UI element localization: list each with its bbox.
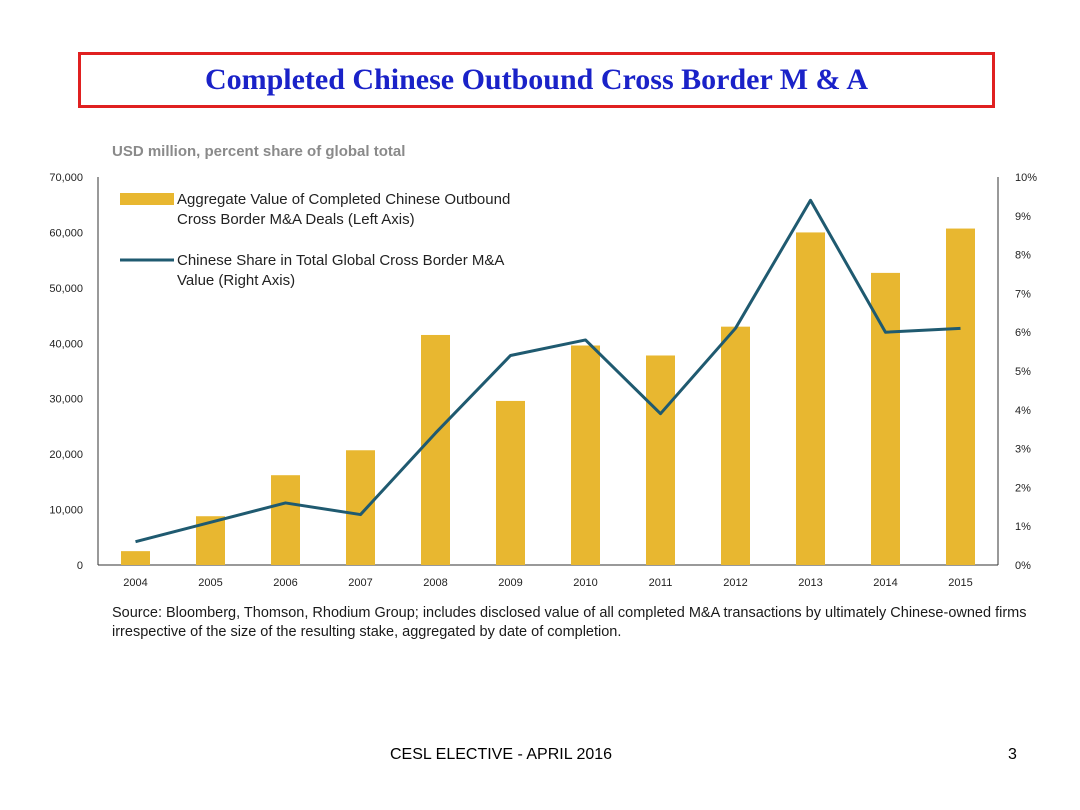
right-tick-label: 9% [1015, 211, 1031, 223]
bar [121, 551, 150, 565]
left-tick-label: 30,000 [49, 394, 83, 406]
x-tick-label: 2011 [649, 577, 673, 589]
legend-bar-label-line2: Cross Border M&A Deals (Left Axis) [177, 211, 415, 228]
right-tick-label: 3% [1015, 444, 1031, 456]
left-tick-label: 50,000 [49, 283, 83, 295]
x-tick-label: 2012 [723, 577, 747, 589]
legend-bar-label-line1: Aggregate Value of Completed Chinese Out… [177, 191, 510, 208]
chart: 0 10,000 20,000 30,000 40,000 50,000 60,000 70,… [49, 172, 1037, 589]
right-tick-label: 5% [1015, 366, 1031, 378]
bar [571, 345, 600, 565]
bar [721, 326, 750, 565]
right-tick-label: 8% [1015, 250, 1031, 262]
bar [421, 334, 450, 565]
legend-line-label-line2: Value (Right Axis) [177, 272, 295, 289]
right-tick-label: 1% [1015, 521, 1031, 533]
x-tick-label: 2006 [273, 577, 297, 589]
footer-text: CESL ELECTIVE - APRIL 2016 [390, 746, 613, 763]
title-box: Completed Chinese Outbound Cross Border … [78, 52, 995, 108]
page-number: 3 [1008, 746, 1017, 763]
left-tick-label: 0 [77, 560, 83, 572]
right-tick-label: 10% [1015, 172, 1037, 184]
left-tick-label: 10,000 [49, 505, 83, 517]
bar [796, 232, 825, 565]
bar [496, 400, 525, 565]
left-tick-label: 40,000 [49, 338, 83, 350]
x-tick-label: 2015 [948, 577, 972, 589]
x-tick-label: 2007 [348, 577, 372, 589]
x-tick-label: 2013 [798, 577, 822, 589]
slide-title: Completed Chinese Outbound Cross Border … [204, 63, 869, 96]
left-tick-label: 20,000 [49, 449, 83, 461]
bar [946, 228, 975, 565]
x-tick-label: 2004 [123, 577, 147, 589]
x-tick-label: 2010 [573, 577, 597, 589]
left-tick-label: 60,000 [49, 227, 83, 239]
bar [346, 450, 375, 565]
right-tick-label: 2% [1015, 482, 1031, 494]
right-tick-label: 0% [1015, 560, 1031, 572]
left-tick-label: 70,000 [49, 172, 83, 184]
right-tick-label: 7% [1015, 288, 1031, 300]
bar [871, 272, 900, 565]
legend-bar-swatch [120, 193, 174, 205]
x-tick-label: 2014 [873, 577, 897, 589]
share-line [135, 198, 961, 544]
right-tick-label: 4% [1015, 405, 1031, 417]
right-tick-label: 6% [1015, 327, 1031, 339]
bar [271, 475, 300, 565]
source-note: Source: Bloomberg, Thomson, Rhodium Grou… [112, 605, 1027, 640]
chart-subtitle: USD million, percent share of global tot… [112, 143, 406, 160]
bar [646, 355, 675, 565]
x-tick-label: 2009 [498, 577, 522, 589]
legend-line-label-line1: Chinese Share in Total Global Cross Bord… [177, 252, 504, 269]
x-tick-label: 2008 [423, 577, 447, 589]
x-tick-label: 2005 [198, 577, 222, 589]
